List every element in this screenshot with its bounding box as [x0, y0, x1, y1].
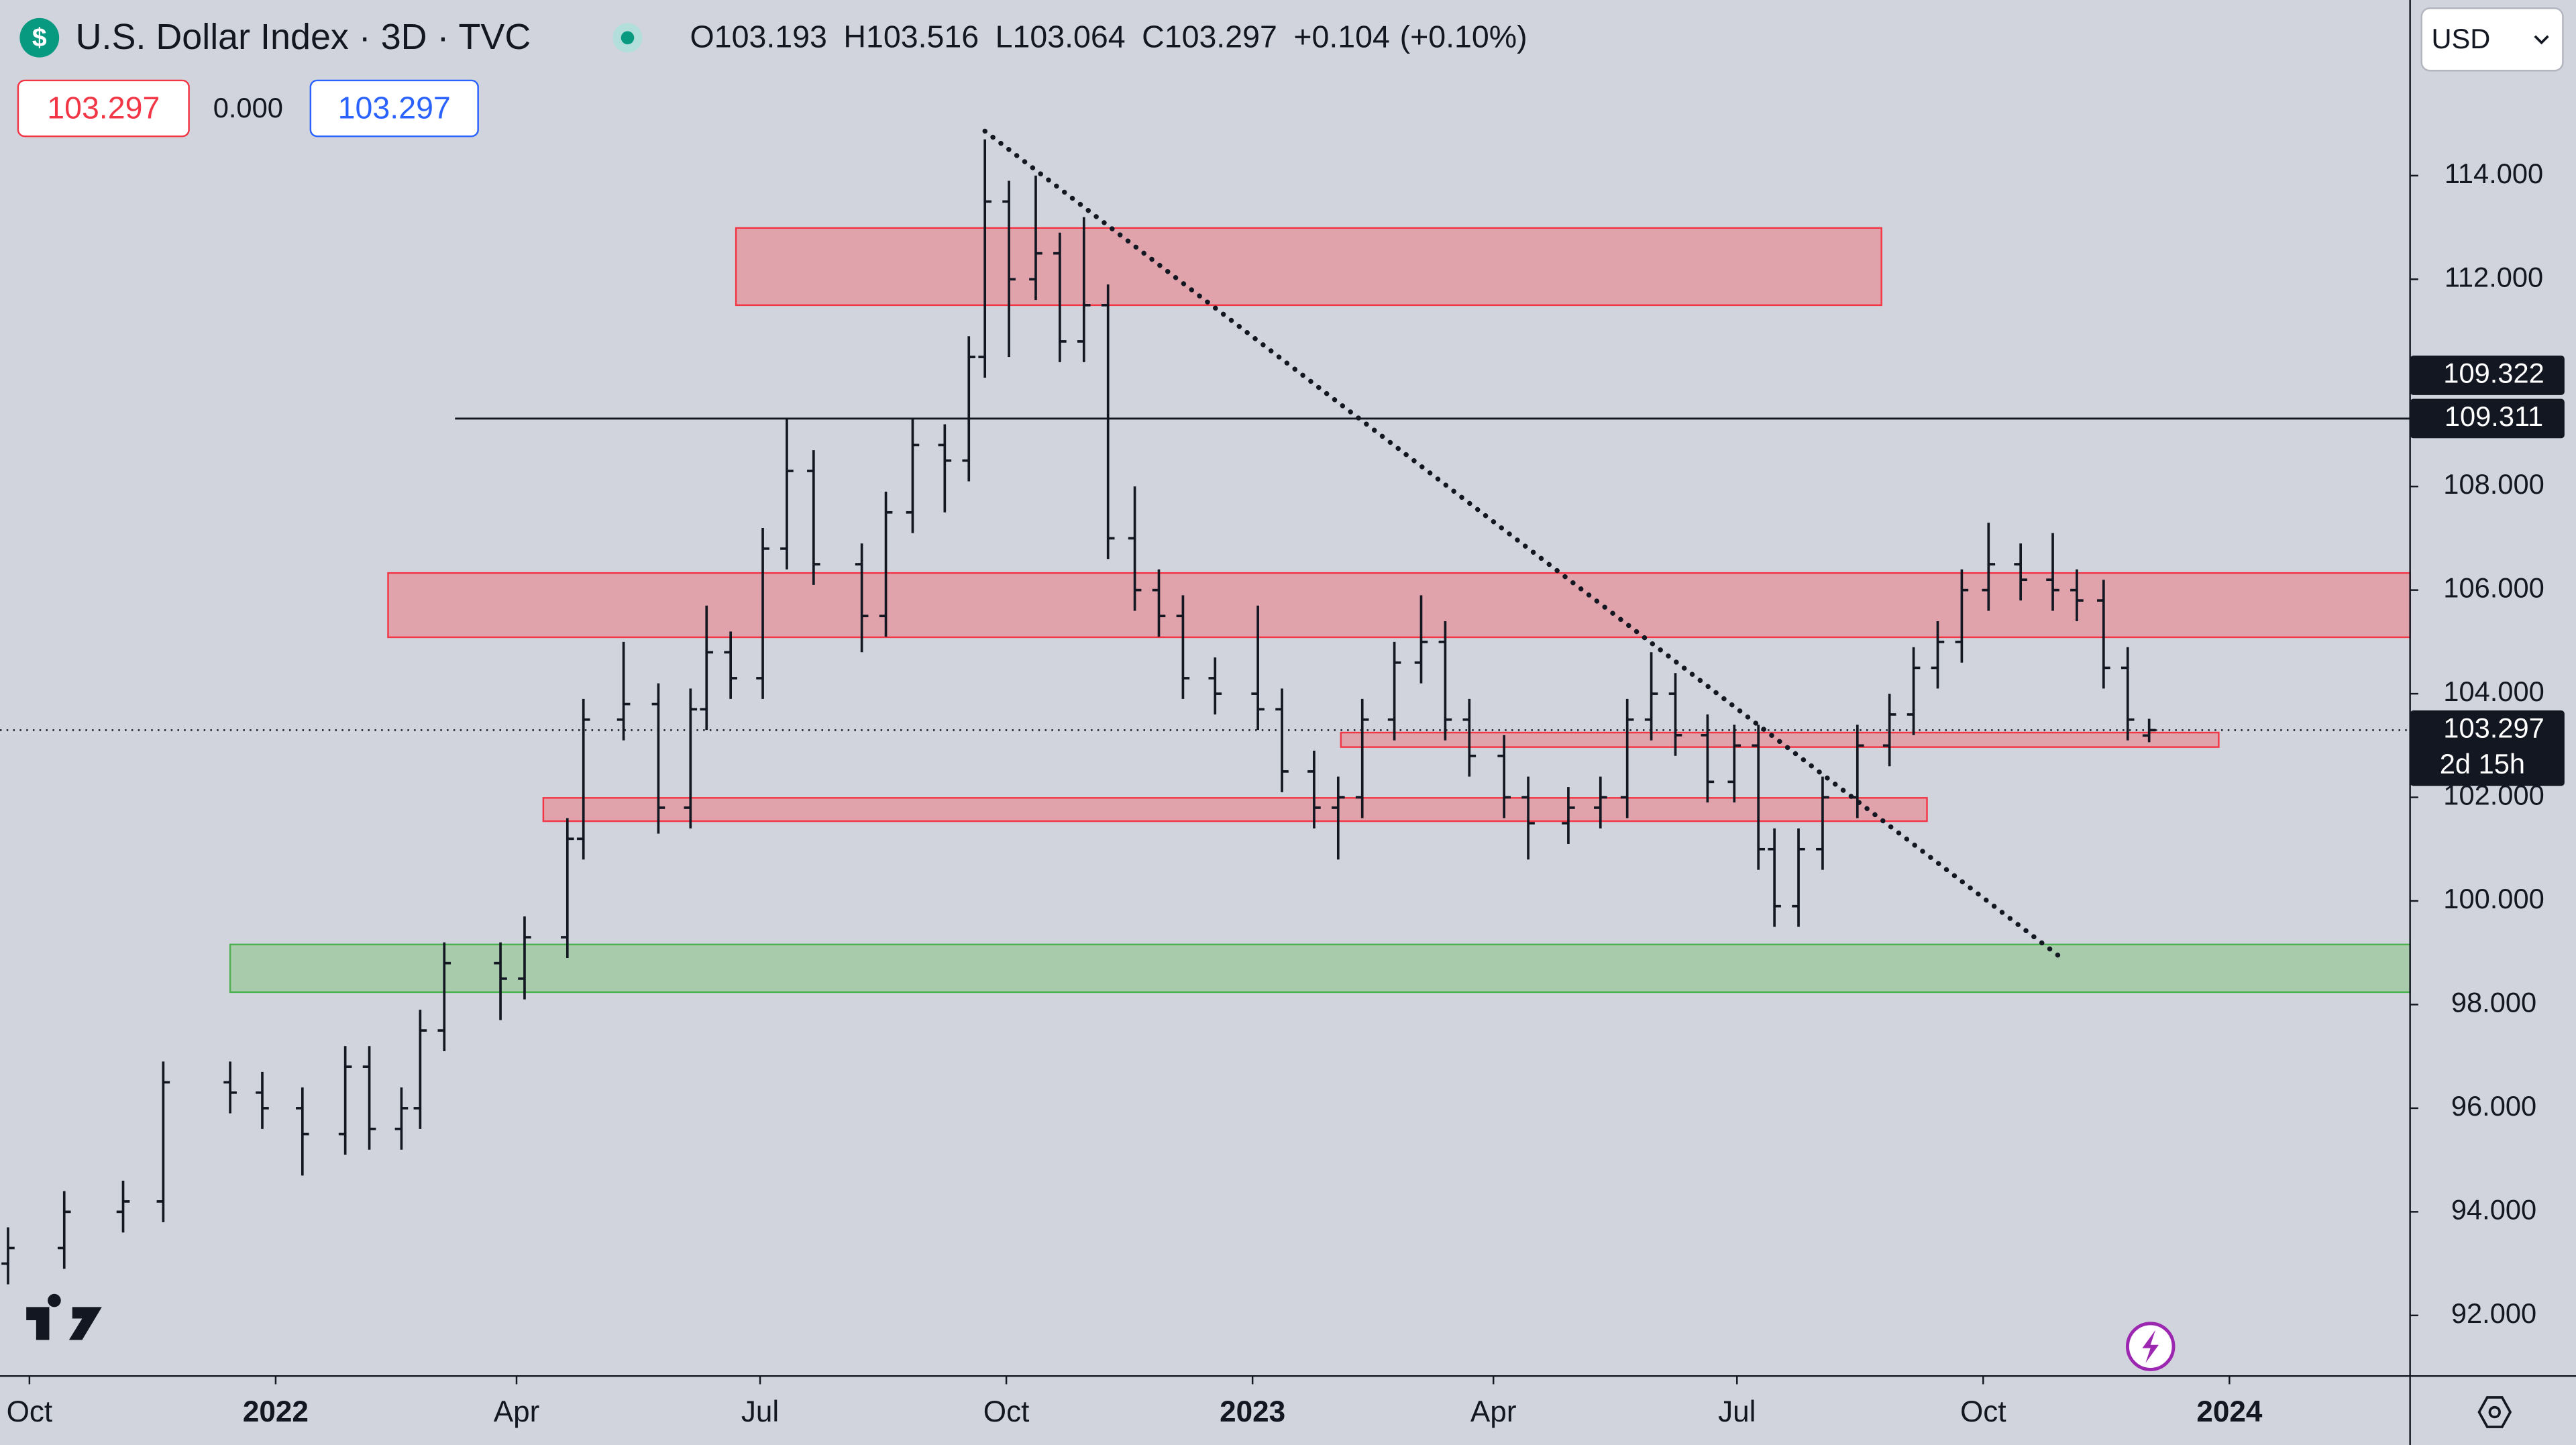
dropdown-arrow [2534, 35, 2549, 45]
spread: 0.000 [213, 92, 283, 123]
x-tick-label: Oct [983, 1395, 1030, 1428]
y-tick-label: 104.000 [2443, 676, 2544, 707]
lightning-icon [2142, 1330, 2159, 1363]
y-tick-label: 114.000 [2445, 158, 2543, 189]
axes: 92.00094.00096.00098.000100.000102.00010… [7, 158, 2565, 1428]
x-tick-label: Jul [741, 1395, 779, 1428]
chart-title: U.S. Dollar Index · 3D · TVC [76, 17, 531, 57]
symbol-logo-text: $ [32, 23, 47, 52]
ohlc-label: L [996, 19, 1013, 54]
y-tick-label: 108.000 [2443, 468, 2544, 500]
x-tick-label: Apr [494, 1395, 540, 1428]
bid: 103.297 [47, 90, 160, 125]
y-tick-label: 98.000 [2451, 986, 2536, 1018]
ohlc-value: 103.064 [1012, 19, 1125, 54]
countdown: 2d 15h [2440, 748, 2525, 780]
x-tick-label: 2022 [243, 1395, 309, 1428]
y-tick-label: 106.000 [2443, 572, 2544, 604]
x-tick-label: Oct [7, 1395, 53, 1428]
x-tick-label: Jul [1718, 1395, 1756, 1428]
ohlc-label: C [1142, 19, 1165, 54]
price-label: 109.311 [2445, 400, 2543, 432]
x-tick-label: 2024 [2196, 1395, 2263, 1428]
price-label-box [2410, 398, 2565, 439]
ohlc-value: 103.193 [714, 19, 827, 54]
y-tick-label: 96.000 [2451, 1090, 2536, 1122]
zone [542, 797, 1928, 822]
market-status-dot [621, 31, 635, 45]
zone [735, 227, 1882, 307]
settings-button[interactable] [2477, 1396, 2512, 1428]
price-label-box [2410, 710, 2565, 786]
ask-box [309, 79, 479, 138]
currency-label: USD [2431, 23, 2490, 54]
price-label-box [2410, 356, 2565, 395]
ohlc-value: 103.516 [866, 19, 979, 54]
settings-icon [2477, 1396, 2512, 1428]
y-tick-label: 100.000 [2443, 883, 2544, 914]
symbol-logo [19, 17, 60, 58]
currency-select[interactable] [2420, 7, 2564, 72]
ohlc-value: 103.297 [1165, 19, 1277, 54]
tradingview-logo [26, 1293, 102, 1340]
trendline [982, 128, 2063, 960]
y-tick-label: 112.000 [2445, 261, 2543, 292]
ohlc-label: O [690, 19, 714, 54]
zone [387, 572, 2411, 639]
ohlc-label: H [843, 19, 866, 54]
price-label: 109.322 [2443, 357, 2544, 388]
change-pct: (+0.10%) [1400, 19, 1527, 54]
x-tick-label: Apr [1470, 1395, 1517, 1428]
ohlc-header: O103.193 H103.516 L103.064 C103.297 +0.104 (+… [690, 19, 1527, 54]
plot-area [0, 128, 2411, 1285]
y-tick-label: 94.000 [2451, 1193, 2536, 1225]
x-tick-label: 2023 [1220, 1395, 1285, 1428]
x-tick-label: Oct [1960, 1395, 2006, 1428]
price-label: 103.297 [2443, 712, 2544, 743]
zone [229, 943, 2411, 994]
change: +0.104 [1293, 19, 1390, 54]
ask: 103.297 [338, 90, 451, 125]
settings-icon-center [2488, 1405, 2501, 1419]
y-tick-label: 92.000 [2451, 1297, 2536, 1329]
bid-box [17, 79, 190, 138]
